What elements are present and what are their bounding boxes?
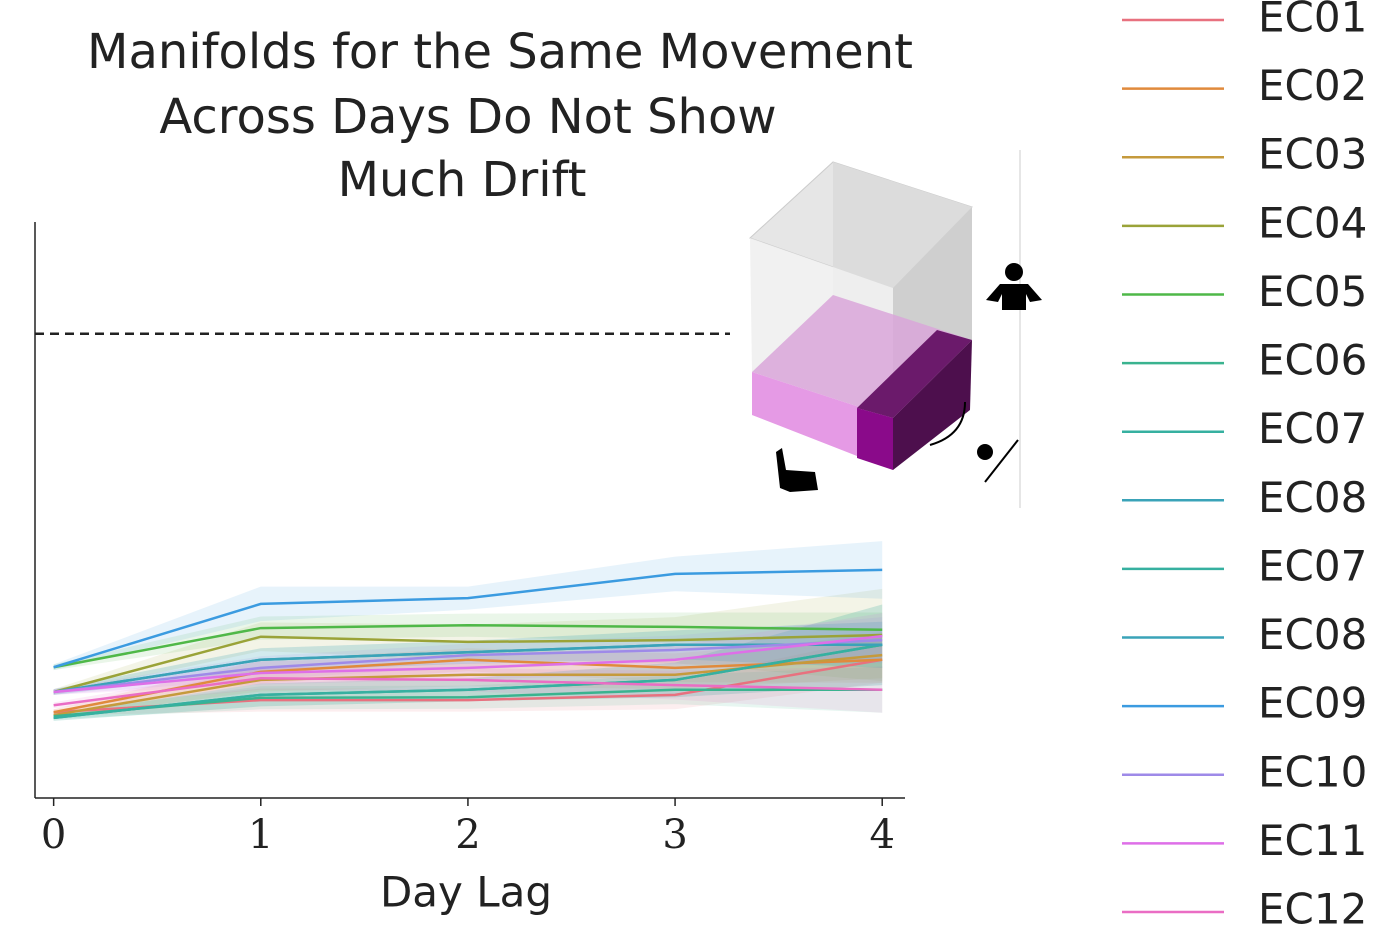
- legend-label: EC11: [1258, 816, 1367, 865]
- legend-label: EC06: [1258, 336, 1367, 385]
- legend-label: EC08: [1258, 610, 1367, 659]
- legend-label: EC04: [1258, 198, 1367, 247]
- x-tick-label: 3: [662, 812, 687, 858]
- chart-title: Across Days Do Not Show: [159, 89, 776, 145]
- legend-label: EC05: [1258, 267, 1367, 316]
- legend-label: EC08: [1258, 473, 1367, 522]
- legend-label: EC10: [1258, 747, 1367, 796]
- x-tick-label: 0: [41, 812, 66, 858]
- x-tick-label: 4: [869, 812, 894, 858]
- legend-label: EC07: [1258, 404, 1367, 453]
- legend-label: EC02: [1258, 61, 1367, 110]
- legend: EC01 EC02 EC03 EC04 EC05 EC06 EC07 EC08 EC07 EC08…: [1122, 0, 1367, 932]
- legend-label: EC03: [1258, 130, 1367, 179]
- person-icon: [1005, 263, 1023, 281]
- x-axis-label: Day Lag: [380, 868, 552, 917]
- legend-label: EC07: [1258, 541, 1367, 590]
- legend-label: EC09: [1258, 679, 1367, 728]
- x-tick-label: 2: [455, 812, 480, 858]
- sun-icon: [977, 444, 993, 460]
- inset-diagram: [730, 150, 1042, 508]
- chart-title: Manifolds for the Same Movement: [87, 24, 913, 80]
- legend-label: EC01: [1258, 0, 1367, 42]
- chart-title: Much Drift: [338, 152, 587, 208]
- legend-label: EC12: [1258, 885, 1367, 932]
- chart: Manifolds for the Same Movement Across D…: [0, 0, 1382, 932]
- x-tick-label: 1: [248, 812, 273, 858]
